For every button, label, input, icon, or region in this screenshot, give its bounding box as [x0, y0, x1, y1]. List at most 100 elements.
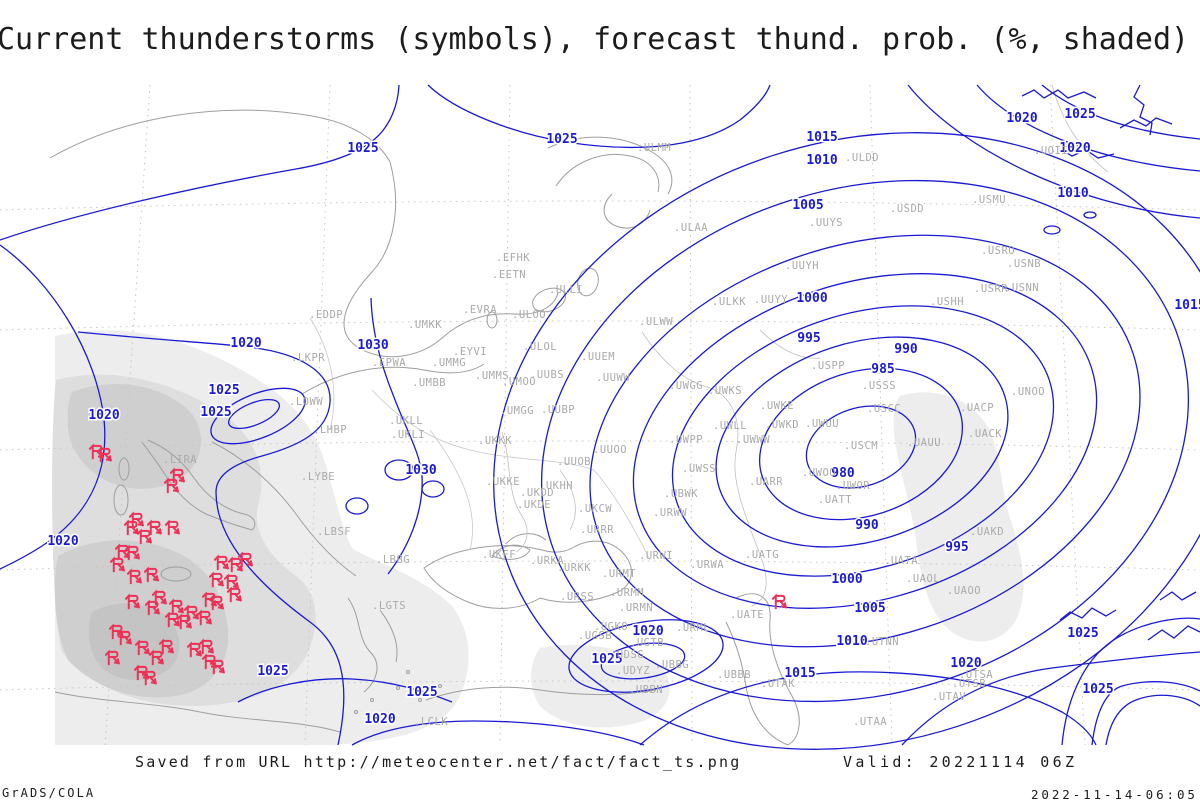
station-label-USRO: .USRO — [981, 245, 1015, 257]
station-label-UTAA: .UTAA — [853, 716, 887, 728]
station-label-UUYS: .UUYS — [809, 217, 843, 229]
station-label-ULOO: .ULOO — [512, 309, 546, 321]
saved-from-url-text: Saved from URL http://meteocenter.net/fa… — [135, 753, 742, 771]
contour-label-1000: 1000 — [796, 291, 827, 306]
station-label-USPP: .USPP — [811, 360, 845, 372]
station-label-UGKO: .UGKO — [594, 621, 628, 633]
contour-label-1020: 1020 — [1006, 111, 1037, 126]
station-label-UWUU: .UWUU — [805, 418, 839, 430]
station-label-URML: .URML — [676, 622, 710, 634]
station-label-UATT: .UATT — [818, 494, 852, 506]
station-label-UACK: .UACK — [968, 428, 1002, 440]
station-label-UMMS: .UMMS — [475, 370, 509, 382]
contour-label-985: 985 — [871, 362, 894, 377]
station-label-EPWA: .EPWA — [372, 357, 406, 369]
station-label-UAUU: .UAUU — [907, 437, 941, 449]
station-label-URMN: .URMN — [619, 602, 653, 614]
station-label-UACP: .UACP — [960, 402, 994, 414]
station-label-UWPP: .UWPP — [669, 434, 703, 446]
station-label-URWA: .URWA — [690, 559, 724, 571]
station-label-UTAV: .UTAV — [932, 691, 966, 703]
station-label-UTNN: .UTNN — [865, 636, 899, 648]
station-label-UBBG: .UBBG — [655, 659, 689, 671]
station-label-EDDP: .EDDP — [309, 309, 343, 321]
station-label-URKA: .URKA — [530, 555, 564, 567]
contour-label-1015: 1015 — [1174, 298, 1200, 313]
station-label-EVRA: .EVRA — [463, 304, 497, 316]
contour-label-1025: 1025 — [200, 405, 231, 420]
contour-label-1025: 1025 — [546, 132, 577, 147]
station-label-UMKK: .UMKK — [408, 319, 442, 331]
pressure-contours — [0, 84, 1200, 750]
contour-label-1025: 1025 — [406, 685, 437, 700]
station-label-LCLK: .LCLK — [414, 716, 448, 728]
station-label-ULOL: .ULOL — [523, 341, 557, 353]
contour-label-1010: 1010 — [806, 153, 837, 168]
contour-label-995: 995 — [797, 331, 820, 346]
station-label-EYVI: .EYVI — [453, 346, 487, 358]
contour-label-1020: 1020 — [47, 534, 78, 549]
contour-label-1020: 1020 — [632, 624, 663, 639]
station-label-EFHK: .EFHK — [496, 252, 530, 264]
station-label-UUBP: .UUBP — [541, 404, 575, 416]
station-label-UNOO: .UNOO — [1011, 386, 1045, 398]
station-label-LIRA: .LIRA — [163, 454, 197, 466]
station-label-UAOL: .UAOL — [906, 573, 940, 585]
station-label-LHBP: .LHBP — [313, 424, 347, 436]
contour-label-1015: 1015 — [784, 666, 815, 681]
probability-shading — [52, 330, 1024, 745]
map-title: Current thunderstorms (symbols), forecas… — [0, 22, 1190, 57]
station-label-UATG: .UATG — [745, 549, 779, 561]
contour-label-1000: 1000 — [831, 572, 862, 587]
station-label-UMMG: .UMMG — [432, 357, 466, 369]
station-label-UOII: .UOII — [1034, 145, 1068, 157]
station-label-UUWW: .UUWW — [596, 372, 630, 384]
grads-credit-text: GrADS/COLA — [2, 786, 96, 800]
contour-label-980: 980 — [831, 466, 855, 481]
station-label-UKDD: .UKDD — [520, 487, 554, 499]
station-label-UKCW: .UKCW — [578, 503, 612, 515]
contour-label-1010: 1010 — [1057, 186, 1088, 201]
valid-time-text: Valid: 20221114 06Z — [843, 753, 1078, 771]
station-label-UTAK: .UTAK — [761, 678, 795, 690]
station-label-EETN: .EETN — [492, 269, 526, 281]
station-label-UWGG: .UWGG — [669, 380, 703, 392]
station-label-URMT: .URMT — [602, 568, 636, 580]
station-label-UWWW: .UWWW — [736, 434, 770, 446]
contour-label-1030: 1030 — [405, 463, 436, 478]
contour-label-990: 990 — [855, 518, 879, 533]
station-label-ULAA: .ULAA — [674, 222, 708, 234]
station-label-UMBB: .UMBB — [412, 377, 446, 389]
station-label-URWI: .URWI — [639, 550, 673, 562]
station-label-USHH: .USHH — [930, 296, 964, 308]
station-label-URMM: .URMM — [610, 587, 644, 599]
station-label-ULDD: .ULDD — [845, 152, 879, 164]
contour-label-1020: 1020 — [364, 712, 395, 727]
station-label-UKHH: .UKHH — [539, 480, 573, 492]
contour-label-1020: 1020 — [230, 336, 261, 351]
station-label-ULWW: .ULWW — [639, 316, 673, 328]
country-borders — [309, 317, 651, 561]
station-label-UDYZ: .UDYZ — [616, 665, 650, 677]
contour-label-1025: 1025 — [208, 383, 239, 398]
station-label-UWKE: .UWKE — [760, 400, 794, 412]
station-label-UGTB: .UGTB — [630, 637, 664, 649]
station-label-USMU: .USMU — [972, 194, 1006, 206]
station-label-UUEM: .UUEM — [581, 351, 615, 363]
station-labels: .ULMM .ULAA .EFHK .EETN .ULLI .EVRA .ULOO .UMKK… — [163, 142, 1068, 728]
station-label-UTSA: .UTSA — [959, 669, 993, 681]
contour-label-1025: 1025 — [257, 664, 288, 679]
station-label-LKPR: .LKPR — [291, 352, 325, 364]
station-label-USSS: .USSS — [862, 380, 896, 392]
station-label-UDSG: .UDSG — [610, 649, 644, 661]
station-label-UUOB: .UUOB — [557, 456, 591, 468]
station-label-ULKK: .ULKK — [712, 296, 746, 308]
station-label-USCM: .USCM — [844, 440, 878, 452]
contour-labels: 1025 1025 1020 1025 1020 1010 1015 1010 1005 1000… — [46, 106, 1200, 729]
station-label-UATE: .UATE — [730, 609, 764, 621]
station-label-USNN: .USNN — [1005, 282, 1039, 294]
station-label-UUYH: .UUYH — [785, 260, 819, 272]
contour-label-1025: 1025 — [1064, 107, 1095, 122]
station-label-UWLL: .UWLL — [713, 420, 747, 432]
